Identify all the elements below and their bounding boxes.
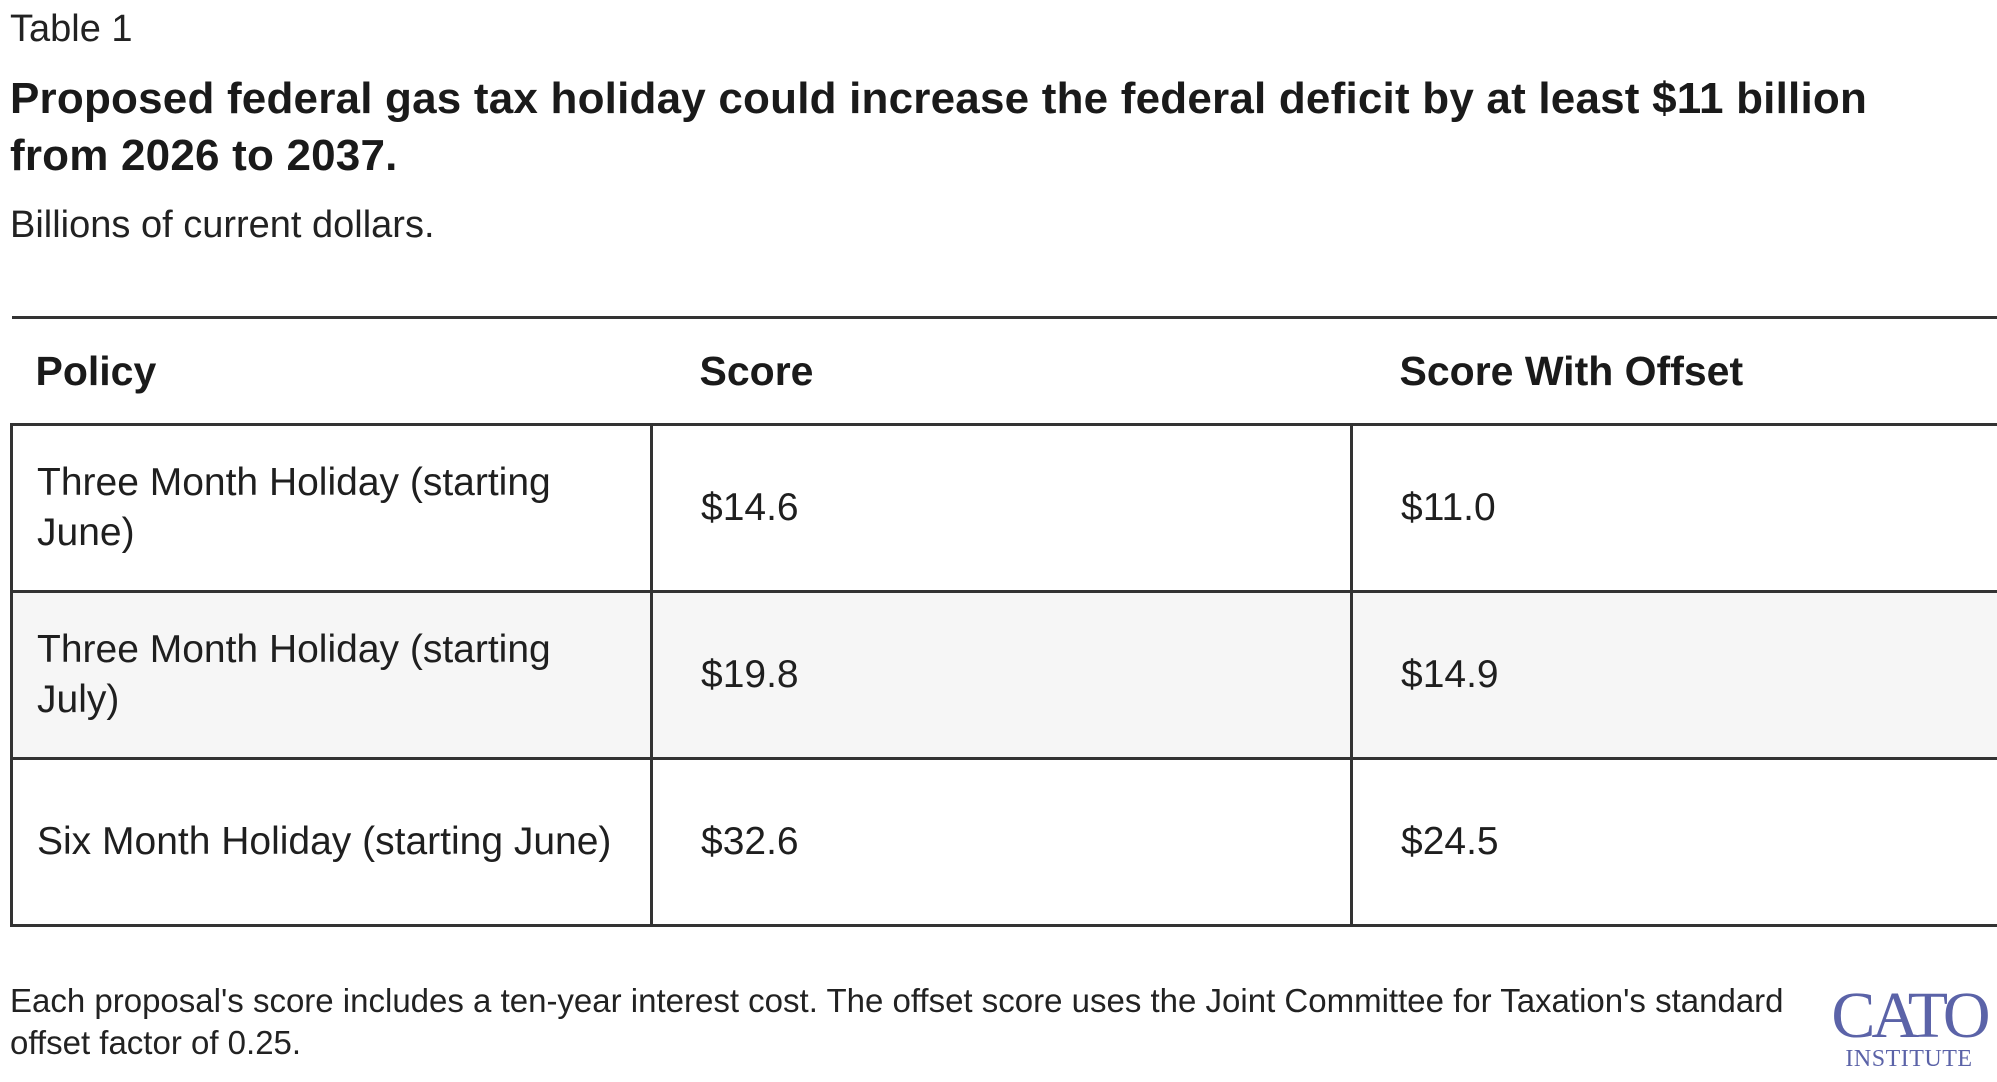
column-header-score: Score [651,316,1352,426]
score-cell: $32.6 [650,757,1352,927]
logo-wordmark: CATO [1831,979,1990,1052]
table-row: Six Month Holiday (starting June) $32.6 … [10,757,1997,927]
score-with-offset-cell: $14.9 [1350,590,1997,760]
score-cell: $19.8 [650,590,1352,760]
policy-cell: Three Month Holiday (starting July) [10,590,652,760]
column-header-policy: Policy [11,316,652,426]
policy-cell: Three Month Holiday (starting June) [10,423,652,593]
table-label: Table 1 [10,8,133,50]
table-row: Three Month Holiday (starting June) $14.… [10,423,1997,593]
table-subtitle: Billions of current dollars. [10,204,435,246]
data-table: Policy Score Score With Offset Three Mon… [10,316,1997,927]
score-with-offset-cell: $11.0 [1350,423,1997,593]
policy-cell: Six Month Holiday (starting June) [10,757,652,927]
data-table-container: Policy Score Score With Offset Three Mon… [10,316,1997,927]
cato-institute-logo: CATO INSTITUTE [1829,979,1990,1075]
footnote: Each proposal's score includes a ten-yea… [10,982,1784,1061]
score-cell: $14.6 [650,423,1352,593]
table-title: Proposed federal gas tax holiday could i… [10,74,1868,180]
logo-subtext: INSTITUTE [1845,1046,1973,1072]
column-header-score-with-offset: Score With Offset [1351,316,1997,426]
table-header-row: Policy Score Score With Offset [11,316,1997,426]
score-with-offset-cell: $24.5 [1350,757,1997,927]
table-row: Three Month Holiday (starting July) $19.… [10,590,1997,760]
